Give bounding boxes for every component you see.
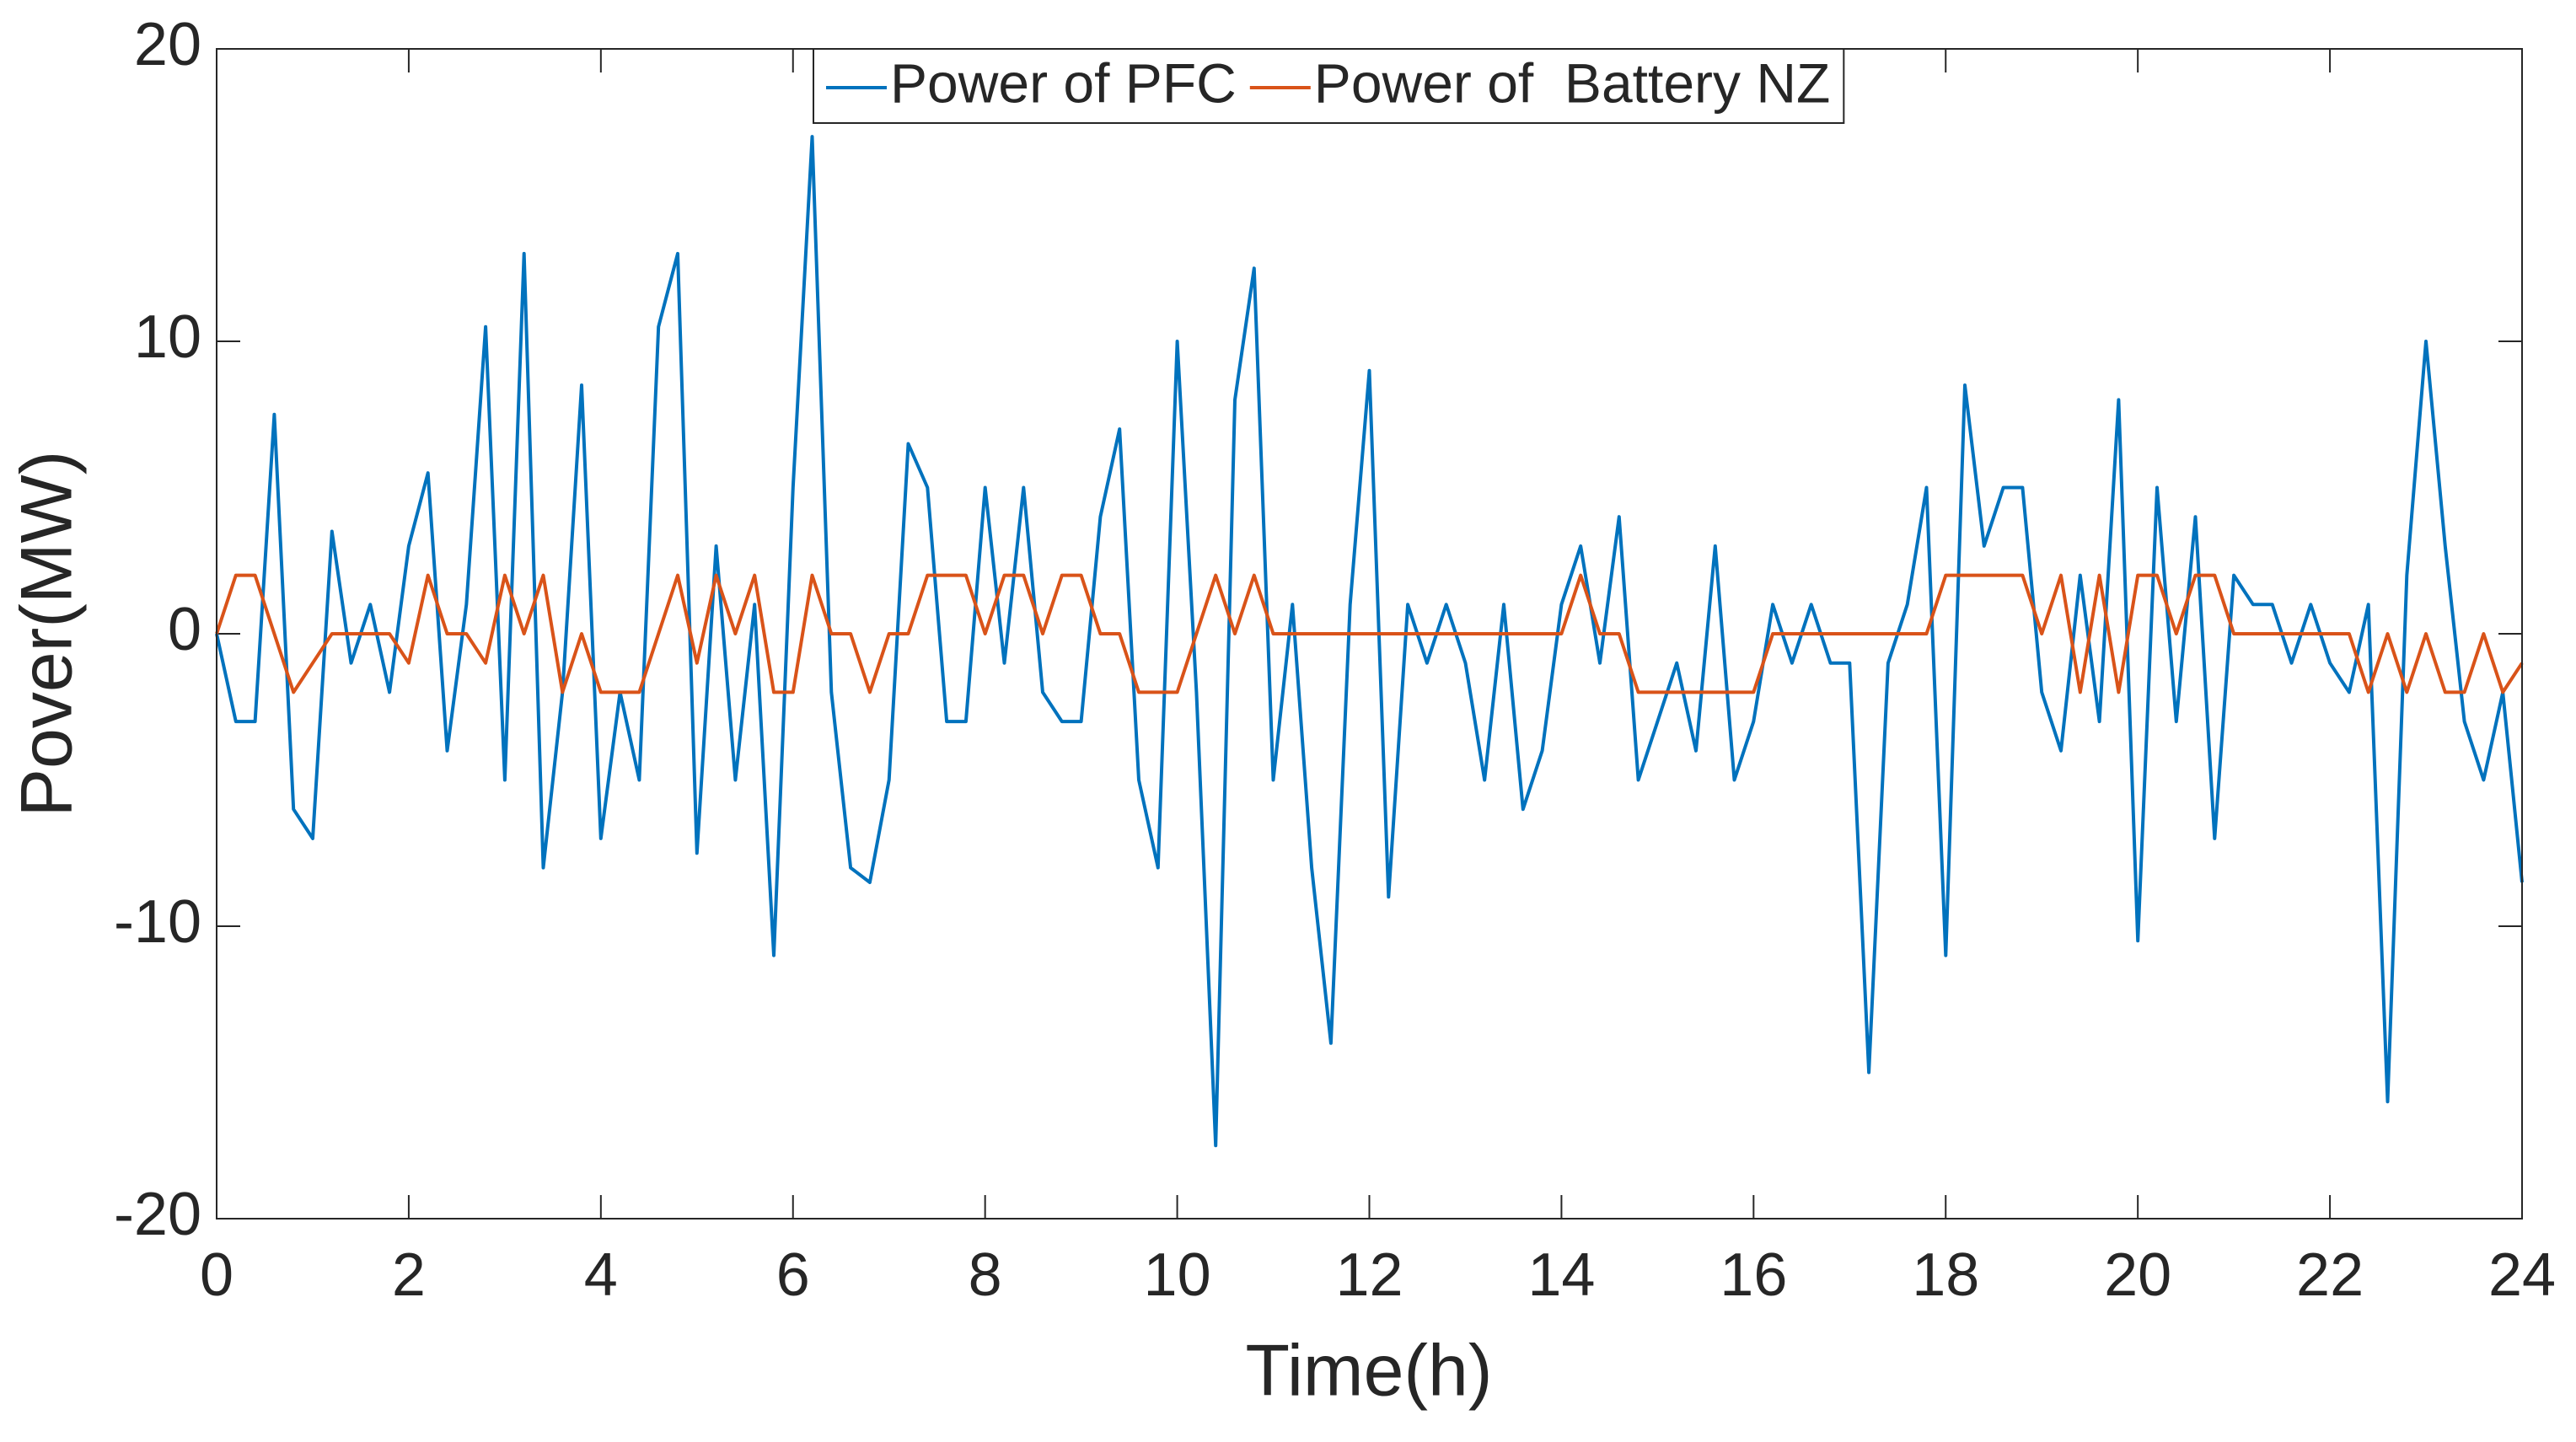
legend-label: Power of Battery NZ: [1314, 51, 1831, 114]
x-axis-label: Time(h): [1245, 1331, 1492, 1412]
legend-label: Power of PFC: [890, 51, 1237, 114]
x-tick-label: 22: [2296, 1241, 2364, 1309]
x-tick-label: 2: [392, 1241, 426, 1309]
y-tick-label: -10: [114, 888, 201, 956]
x-tick-label: 24: [2488, 1241, 2556, 1309]
x-tick-label: 8: [969, 1241, 1002, 1309]
y-tick-label: -20: [114, 1181, 201, 1248]
x-tick-label: 14: [1527, 1241, 1595, 1309]
y-tick-label: 0: [168, 596, 201, 663]
legend-box: [813, 48, 1845, 124]
y-tick-label: 20: [134, 11, 201, 78]
data-line: [215, 135, 2524, 1148]
x-tick-label: 4: [584, 1241, 618, 1309]
x-tick-label: 16: [1720, 1241, 1787, 1309]
x-tick-label: 10: [1144, 1241, 1211, 1309]
x-tick-label: 12: [1335, 1241, 1403, 1309]
x-tick-label: 18: [1912, 1241, 1979, 1309]
data-line: [215, 573, 2524, 694]
y-axis-label: Pover(MW): [7, 451, 88, 817]
y-tick-label: 10: [134, 303, 201, 371]
x-tick-label: 20: [2104, 1241, 2171, 1309]
x-tick-label: 0: [200, 1241, 233, 1309]
x-tick-label: 6: [776, 1241, 810, 1309]
